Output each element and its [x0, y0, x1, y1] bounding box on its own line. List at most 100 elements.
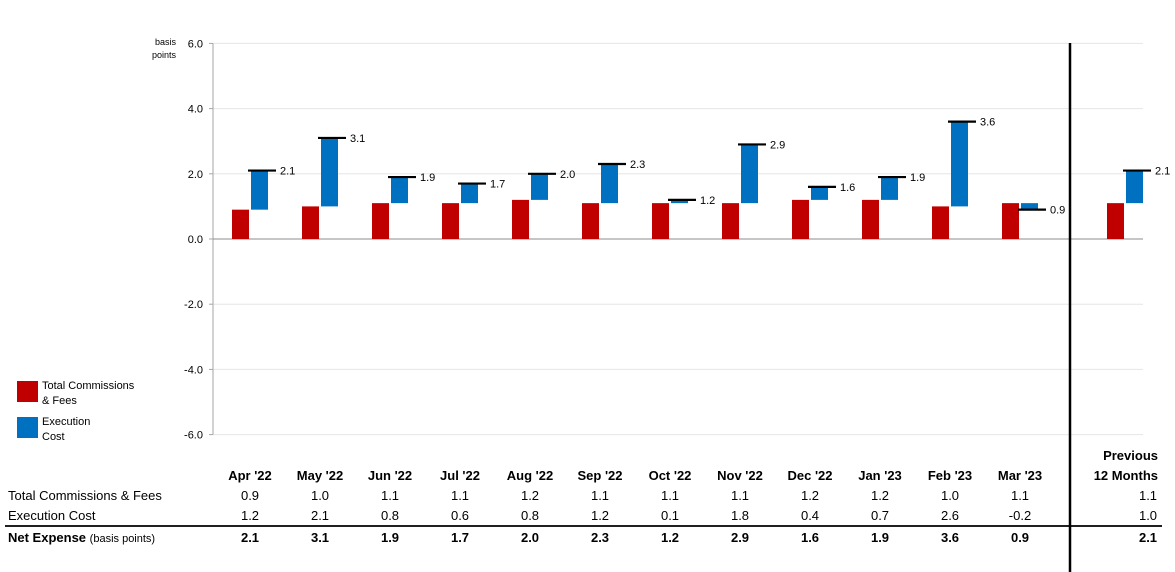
table-cell: 1.2: [520, 488, 540, 503]
table-cell: -0.2: [1008, 508, 1032, 523]
bar-commissions: [302, 206, 319, 239]
table-cell: 0.8: [380, 508, 400, 523]
net-data-label: 1.2: [700, 195, 715, 207]
summary-header-line1: Previous: [1103, 448, 1158, 463]
table-cell: 1.2: [800, 488, 820, 503]
column-header: Oct '22: [648, 468, 692, 483]
bar-commissions: [932, 206, 949, 239]
legend-label-commissions-line1: Total Commissions: [42, 380, 135, 392]
column-header: Feb '23: [927, 468, 973, 483]
table-cell: 0.1: [660, 508, 680, 523]
y-tick-label: 6.0: [188, 38, 203, 50]
column-header: May '22: [296, 468, 344, 483]
bar-execution: [601, 164, 618, 204]
net-data-label: 2.1: [1155, 166, 1170, 178]
net-data-label: 1.9: [420, 172, 435, 184]
bar-commissions: [372, 203, 389, 239]
legend-swatch-execution: [17, 417, 38, 438]
column-header: Jan '23: [858, 468, 902, 483]
net-data-label: 1.7: [490, 179, 505, 191]
bar-execution: [881, 177, 898, 200]
column-header: Jun '22: [367, 468, 413, 483]
bar-execution: [461, 183, 478, 204]
table-cell: 1.1: [730, 488, 750, 503]
y-axis-label-line1: basis: [155, 37, 177, 47]
bar-commissions: [1107, 203, 1124, 239]
net-data-label: 3.6: [980, 117, 995, 129]
net-label: Net Expense: [8, 530, 87, 545]
net-cell: 2.0: [520, 530, 540, 545]
table-cell: 2.1: [310, 508, 330, 523]
net-cell: 1.6: [800, 530, 820, 545]
net-data-label: 0.9: [1050, 205, 1065, 217]
table-row-label-commissions: Total Commissions & Fees: [8, 488, 162, 503]
table-cell: 0.6: [450, 508, 470, 523]
table-cell: 1.0: [940, 488, 960, 503]
bar-commissions: [792, 199, 809, 239]
net-cell: 0.9: [1010, 530, 1030, 545]
table-cell: 2.6: [940, 508, 960, 523]
table-cell: 1.0: [310, 488, 330, 503]
column-header: Sep '22: [577, 468, 623, 483]
bar-execution: [251, 170, 268, 210]
y-tick-label: 0.0: [188, 234, 203, 246]
net-data-label: 2.3: [630, 159, 645, 171]
bar-commissions: [652, 203, 669, 239]
bar-commissions: [442, 203, 459, 239]
net-cell: 3.1: [310, 530, 330, 545]
bar-commissions: [232, 209, 249, 239]
table-cell: 1.1: [660, 488, 680, 503]
bar-commissions: [582, 203, 599, 239]
table-cell: 1.2: [870, 488, 890, 503]
table-row-label-net: Net Expense (basis points): [8, 530, 155, 545]
table-cell: 1.1: [380, 488, 400, 503]
column-header: Aug '22: [506, 468, 554, 483]
table-cell: 0.7: [870, 508, 890, 523]
net-data-label: 2.1: [280, 166, 295, 178]
bar-execution: [671, 199, 688, 204]
legend-label-execution-line1: Execution: [42, 416, 91, 428]
y-tick-label: 4.0: [188, 104, 203, 116]
net-cell-summary: 2.1: [1138, 530, 1158, 545]
summary-column-header: Previous 12 Months: [1094, 446, 1158, 486]
table-cell: 1.1: [590, 488, 610, 503]
bar-commissions: [722, 203, 739, 239]
column-header: Mar '23: [997, 468, 1043, 483]
net-data-label: 2.0: [560, 169, 575, 181]
legend-swatch-commissions: [17, 381, 38, 402]
table-cell-summary: 1.0: [1138, 508, 1158, 523]
bar-execution: [531, 173, 548, 200]
bar-execution: [1126, 170, 1143, 204]
net-cell: 2.3: [590, 530, 610, 545]
net-cell: 3.6: [940, 530, 960, 545]
net-cell: 2.1: [240, 530, 260, 545]
bar-execution: [1021, 203, 1038, 210]
net-data-label: 2.9: [770, 139, 785, 151]
table-cell: 0.4: [800, 508, 820, 523]
y-tick-label: -4.0: [184, 364, 203, 376]
bar-execution: [741, 144, 758, 204]
bar-commissions: [512, 199, 529, 239]
net-data-label: 3.1: [350, 133, 365, 145]
table-cell: 1.1: [1010, 488, 1030, 503]
net-label-suffix: (basis points): [89, 533, 156, 545]
legend-label-execution-line2: Cost: [42, 431, 65, 443]
net-cell: 1.9: [870, 530, 890, 545]
table-cell: 0.9: [240, 488, 260, 503]
column-header: Jul '22: [440, 468, 480, 483]
y-tick-label: -6.0: [184, 430, 203, 442]
y-tick-label: -2.0: [184, 299, 203, 311]
bar-execution: [391, 177, 408, 204]
net-cell: 1.2: [660, 530, 680, 545]
table-cell: 0.8: [520, 508, 540, 523]
bar-execution: [811, 186, 828, 200]
column-header: Nov '22: [717, 468, 763, 483]
column-header: Dec '22: [787, 468, 833, 483]
table-cell-summary: 1.1: [1138, 488, 1158, 503]
column-header: Apr '22: [228, 468, 272, 483]
table-cell: 1.2: [590, 508, 610, 523]
net-cell: 1.9: [380, 530, 400, 545]
net-cell: 1.7: [450, 530, 470, 545]
summary-header-line2: 12 Months: [1093, 468, 1158, 483]
